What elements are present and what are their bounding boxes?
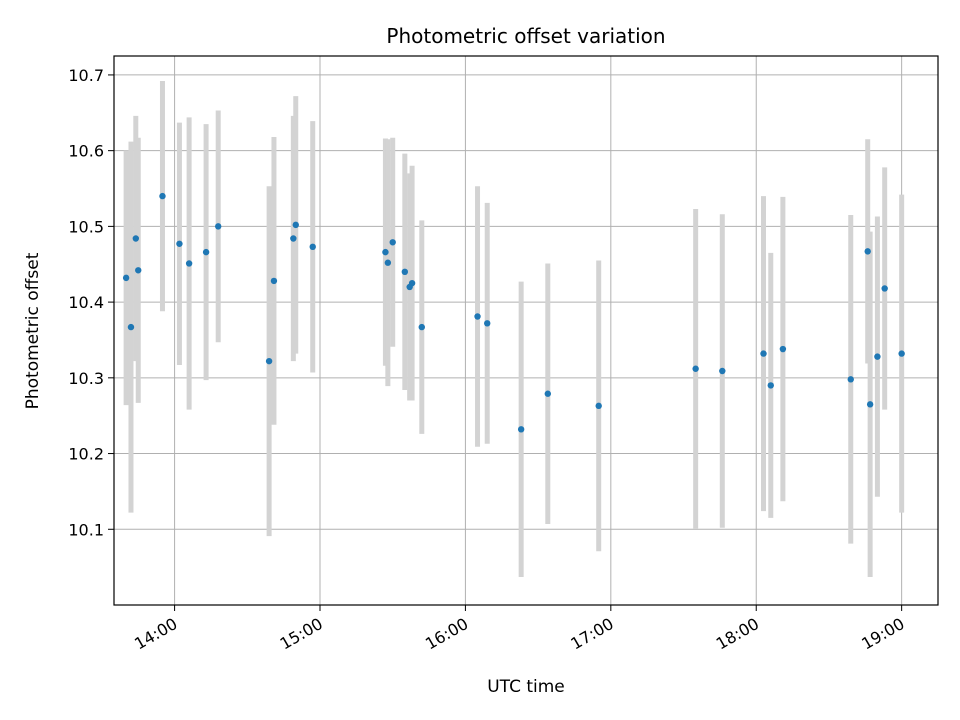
data-point xyxy=(185,260,193,267)
data-point xyxy=(132,235,140,242)
y-tick-label: 10.5 xyxy=(68,217,104,236)
data-point xyxy=(474,313,481,320)
data-point xyxy=(595,402,602,410)
data-point xyxy=(760,350,767,357)
data-point xyxy=(544,390,552,397)
data-point xyxy=(779,345,787,353)
data-point xyxy=(159,192,166,200)
data-point xyxy=(719,367,726,375)
data-point xyxy=(215,223,222,230)
data-point xyxy=(866,401,874,408)
data-point xyxy=(382,248,389,256)
y-tick-label: 10.1 xyxy=(68,520,104,539)
data-point xyxy=(874,353,881,360)
y-axis: 10.1 10.2 10.3 10.4 10.5 10.6 10.7 xyxy=(68,66,114,539)
y-tick-label: 10.6 xyxy=(68,142,104,161)
data-point xyxy=(176,240,183,247)
data-point xyxy=(309,243,316,251)
data-point xyxy=(135,267,142,274)
chart-title: Photometric offset variation xyxy=(386,24,665,48)
data-point xyxy=(384,259,392,266)
data-point xyxy=(898,350,905,357)
plot-frame xyxy=(113,55,939,606)
data-point xyxy=(484,320,491,327)
data-point xyxy=(290,235,297,242)
y-tick-label: 10.4 xyxy=(68,293,104,312)
data-point xyxy=(389,239,396,246)
data-point xyxy=(401,268,409,276)
data-point xyxy=(270,277,278,285)
data-point xyxy=(864,248,871,255)
y-tick-label: 10.7 xyxy=(68,66,104,85)
x-axis-label: UTC time xyxy=(487,677,565,697)
data-point xyxy=(127,323,135,331)
data-point xyxy=(881,285,888,292)
data-point xyxy=(767,382,774,389)
data-points xyxy=(122,192,905,433)
data-point xyxy=(292,221,299,229)
data-point xyxy=(847,376,854,383)
grid xyxy=(114,56,938,605)
data-point xyxy=(517,426,525,433)
data-point xyxy=(122,274,130,282)
data-point xyxy=(692,365,699,372)
y-axis-label: Photometric offset xyxy=(23,252,43,409)
data-point xyxy=(265,357,273,365)
y-tick-label: 10.3 xyxy=(68,369,104,388)
y-tick-label: 10.2 xyxy=(68,445,104,464)
data-point xyxy=(408,279,416,287)
data-point xyxy=(418,323,425,331)
data-point xyxy=(202,248,210,256)
